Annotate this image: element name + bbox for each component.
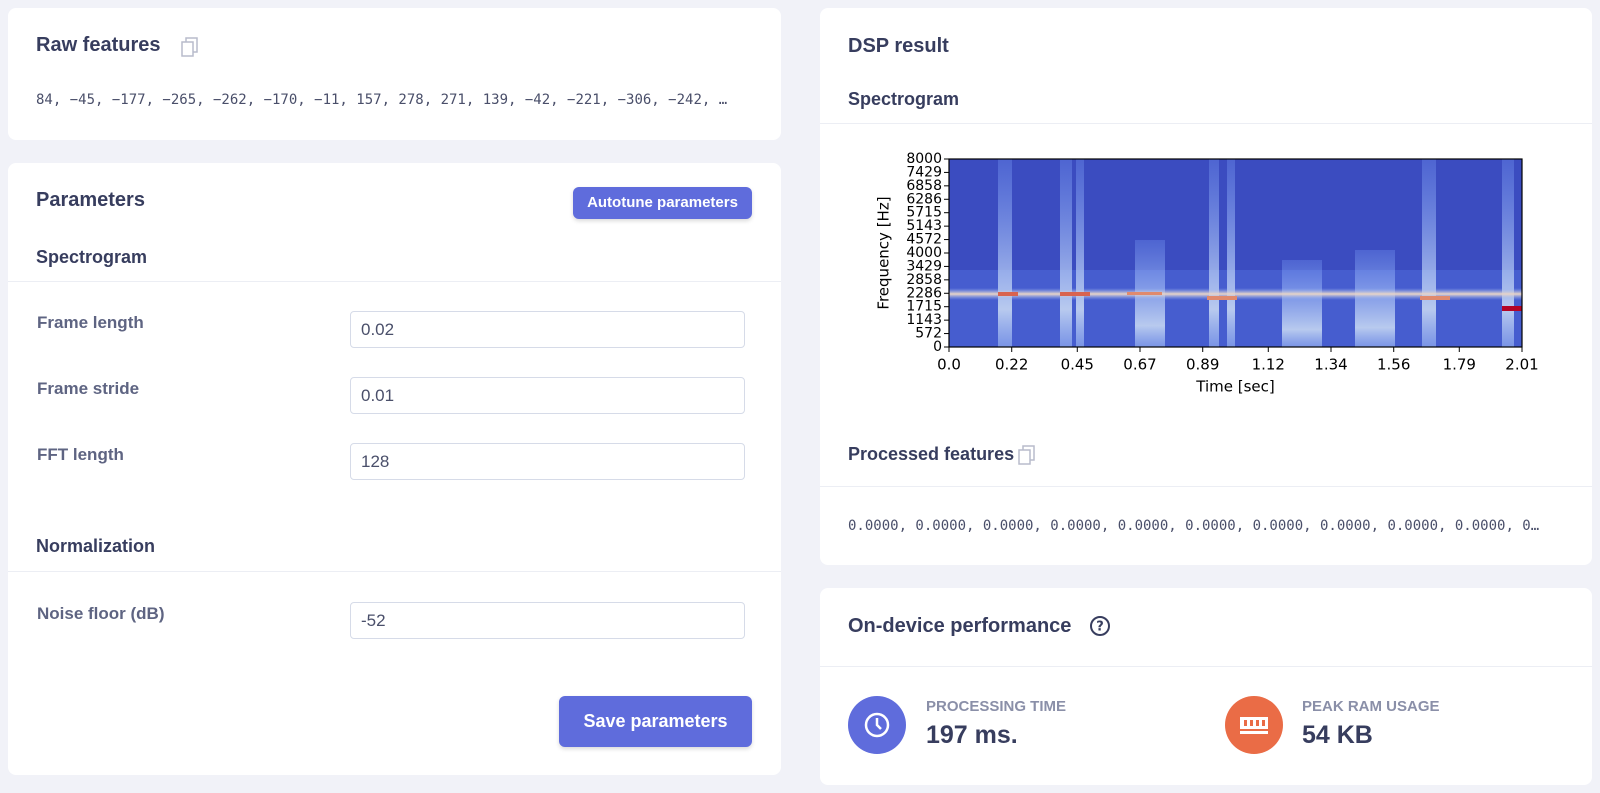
x-tick-label: 1.12 xyxy=(1252,356,1285,374)
y-tick-label: 3429 xyxy=(906,258,942,274)
y-axis-label: Frequency [Hz] xyxy=(875,196,893,309)
text-input[interactable]: -52 xyxy=(350,602,745,639)
dsp-result-card: DSP result Spectrogram xyxy=(820,8,1592,565)
card-title: Raw features xyxy=(36,34,161,56)
parameters-card: Parameters Autotune parameters Spectrogr… xyxy=(8,163,781,775)
metric-value: 197 ms. xyxy=(926,721,1018,749)
y-tick-label: 2286 xyxy=(906,285,942,301)
spectrogram-image xyxy=(949,159,1522,347)
x-tick-label: 1.79 xyxy=(1443,356,1476,374)
y-tick-label: 1715 xyxy=(906,299,942,315)
section-title: Normalization xyxy=(36,536,156,556)
y-tick-label: 1143 xyxy=(906,312,942,328)
x-tick-label: 0.22 xyxy=(995,356,1028,374)
autotune-button[interactable]: Autotune parameters xyxy=(573,187,752,219)
divider xyxy=(820,486,1592,487)
clock-icon xyxy=(848,696,906,754)
y-tick-label: 2858 xyxy=(906,272,942,288)
x-tick-label: 0.67 xyxy=(1123,356,1156,374)
metric-label: PROCESSING TIME xyxy=(926,698,1067,715)
ram-icon xyxy=(1225,696,1283,754)
y-tick-label: 7429 xyxy=(906,164,942,180)
x-tick-label: 2.01 xyxy=(1505,356,1538,374)
section-title: Processed features xyxy=(848,444,1015,464)
field-label: Frame length xyxy=(37,313,144,332)
save-button[interactable]: Save parameters xyxy=(559,696,752,747)
divider xyxy=(820,666,1592,667)
x-tick-label: 1.34 xyxy=(1314,356,1347,374)
raw-features-card: Raw features 84, −45, −177, −265, −262, … xyxy=(8,8,781,140)
y-tick-label: 6286 xyxy=(906,191,942,207)
copy-icon[interactable] xyxy=(180,36,202,58)
card-title: On-device performance xyxy=(848,615,1072,637)
processed-values: 0.0000, 0.0000, 0.0000, 0.0000, 0.0000, … xyxy=(848,518,1540,534)
x-tick-label: 0.45 xyxy=(1061,356,1094,374)
text-input[interactable]: 0.01 xyxy=(350,377,745,414)
field-label: Frame stride xyxy=(37,379,140,398)
x-axis-label: Time [sec] xyxy=(1195,378,1274,396)
metric-value: 54 KB xyxy=(1302,721,1373,749)
text-input[interactable]: 128 xyxy=(350,443,745,480)
field-label: FFT length xyxy=(37,445,124,464)
copy-icon[interactable] xyxy=(1017,444,1039,466)
y-tick-label: 5715 xyxy=(906,205,942,221)
divider xyxy=(8,571,781,572)
raw-values: 84, −45, −177, −265, −262, −170, −11, 15… xyxy=(36,92,728,108)
section-title: Spectrogram xyxy=(36,247,148,267)
svg-text:?: ? xyxy=(1096,620,1104,635)
y-tick-label: 0 xyxy=(933,339,942,355)
card-title: Parameters xyxy=(36,189,145,211)
y-tick-label: 4572 xyxy=(906,232,942,248)
divider xyxy=(8,281,781,282)
y-tick-label: 8000 xyxy=(906,151,942,167)
y-tick-label: 6858 xyxy=(906,178,942,194)
help-icon[interactable]: ? xyxy=(1088,614,1112,638)
y-tick-label: 572 xyxy=(915,326,942,342)
card-title: DSP result xyxy=(848,35,949,57)
text-input[interactable]: 0.02 xyxy=(350,311,745,348)
metric-label: PEAK RAM USAGE xyxy=(1302,698,1440,715)
x-tick-label: 0.0 xyxy=(937,356,961,374)
x-tick-label: 1.56 xyxy=(1377,356,1410,374)
spectrogram-plot: 0.0 0.22 0.45 0.67 0.89 1.12 1.34 1.56 1.79 2.01 0… xyxy=(875,151,1539,396)
field-label: Noise floor (dB) xyxy=(37,604,165,623)
performance-card: On-device performance ? PROCESSING TIME … xyxy=(820,588,1592,785)
section-title: Spectrogram xyxy=(848,89,960,109)
x-tick-label: 0.89 xyxy=(1186,356,1219,374)
y-tick-label: 4000 xyxy=(906,245,942,261)
y-tick-label: 5143 xyxy=(906,218,942,234)
divider xyxy=(820,123,1592,124)
